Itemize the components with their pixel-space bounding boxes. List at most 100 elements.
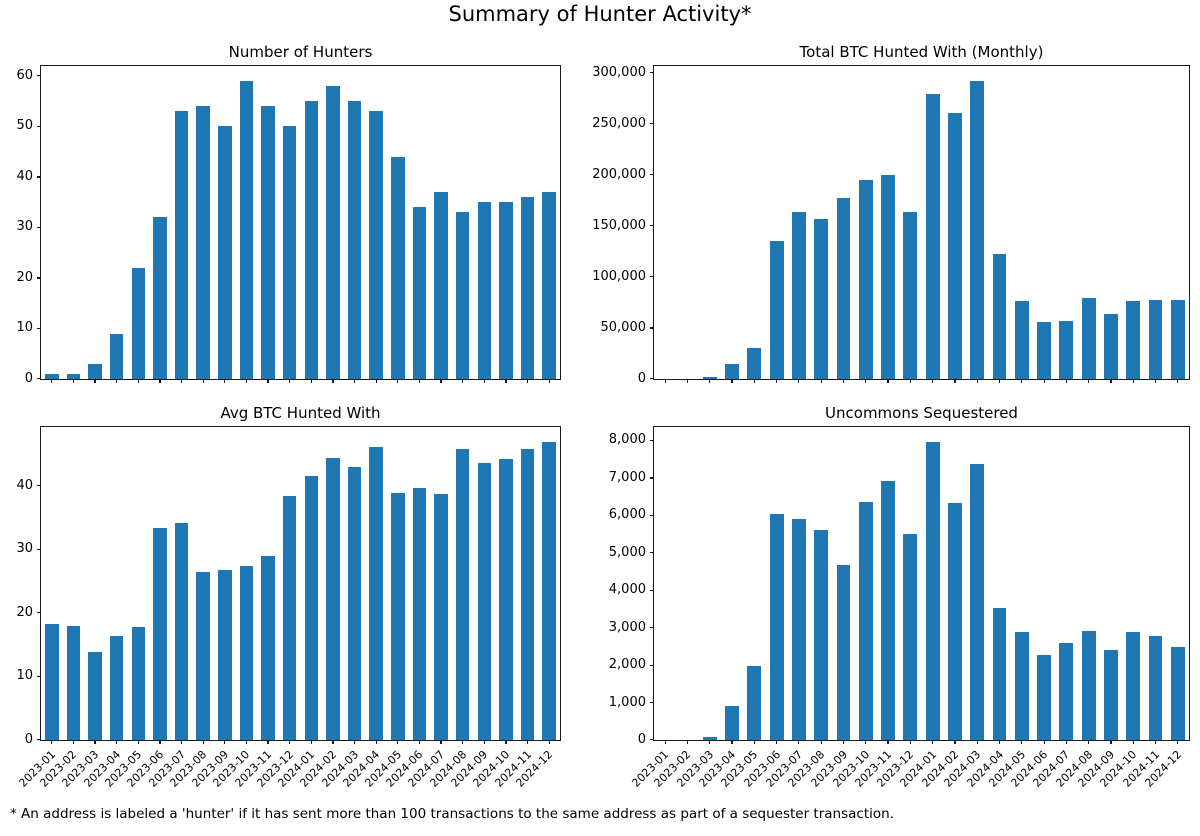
bar-2024-10 [1126, 300, 1141, 379]
bar-2024-04 [992, 253, 1007, 379]
x-tick-mark [289, 740, 291, 744]
bar-2023-08 [196, 572, 210, 740]
bar-2023-08 [814, 219, 829, 379]
x-tick-mark [1088, 740, 1090, 744]
y-tick-label: 5,000 [608, 544, 646, 560]
bar-2024-05 [391, 156, 405, 379]
bar-2024-12 [542, 192, 556, 379]
y-tick-label: 30 [16, 219, 33, 235]
x-tick-mark [310, 379, 312, 383]
bar-2024-05 [1014, 631, 1029, 740]
x-tick-mark [1065, 740, 1067, 744]
bar-2023-03 [88, 363, 102, 379]
y-tick-mark [650, 123, 654, 125]
x-tick-mark [462, 740, 464, 744]
bar-2023-08 [196, 106, 210, 379]
bar-2024-06 [1037, 322, 1051, 379]
y-tick-label: 10 [16, 320, 33, 336]
bar-2023-11 [881, 480, 895, 740]
x-tick-mark [202, 740, 204, 744]
x-tick-mark [353, 379, 356, 383]
x-tick-mark [375, 740, 377, 744]
bar-2024-11 [1148, 299, 1163, 379]
x-tick-mark [526, 740, 529, 744]
bar-2023-07 [174, 111, 189, 379]
bar-2024-01 [304, 101, 318, 379]
x-tick-mark [72, 379, 75, 383]
bar-2024-06 [412, 488, 427, 740]
chart-title: Uncommons Sequestered [825, 404, 1018, 422]
y-tick-mark [650, 174, 654, 176]
bar-2024-10 [1126, 631, 1141, 740]
y-tick-label: 1,000 [608, 694, 646, 710]
bar-2023-05 [131, 267, 145, 379]
y-tick-mark [650, 514, 654, 516]
y-tick-mark [37, 176, 41, 178]
bar-2023-05 [747, 665, 762, 740]
y-tick-mark [37, 548, 41, 550]
y-tick-mark [650, 589, 654, 591]
bar-2023-04 [109, 333, 124, 379]
x-tick-mark [954, 740, 956, 744]
x-tick-mark [94, 379, 96, 383]
x-tick-mark [842, 740, 845, 744]
x-tick-mark [776, 379, 778, 383]
x-tick-mark [686, 740, 689, 744]
x-tick-mark [731, 379, 733, 383]
y-tick-label: 10 [16, 668, 33, 684]
bar-2023-09 [836, 565, 851, 740]
x-tick-mark [440, 379, 442, 383]
x-tick-mark [1110, 379, 1112, 383]
x-tick-mark [505, 379, 507, 383]
y-tick-mark [37, 377, 41, 379]
y-tick-label: 4,000 [608, 582, 646, 598]
x-tick-mark [709, 379, 711, 383]
bar-2024-07 [434, 192, 448, 379]
chart-uncommons-sequestered: Uncommons Sequestered 0 1,000 2,000 3,000 4,0… [609, 404, 1190, 790]
bar-2024-05 [391, 493, 405, 740]
x-tick-mark [1021, 740, 1023, 744]
bar-2023-02 [66, 373, 81, 379]
x-tick-mark [820, 379, 822, 383]
x-tick-mark [798, 740, 800, 744]
bar-2023-11 [881, 175, 895, 379]
bar-2024-09 [1104, 650, 1118, 740]
bar-2023-03 [702, 737, 717, 740]
bar-2024-02 [326, 85, 340, 379]
x-tick-mark [1154, 379, 1157, 383]
x-tick-mark [418, 740, 421, 744]
x-tick-mark [332, 379, 334, 383]
x-tick-mark [116, 740, 118, 744]
x-tick-mark [753, 379, 755, 383]
y-tick-mark [650, 439, 654, 442]
x-tick-mark [245, 740, 248, 744]
x-tick-mark [1043, 740, 1045, 744]
bar-2024-08 [455, 212, 470, 379]
x-tick-mark [954, 379, 956, 383]
bar-2023-03 [702, 377, 717, 379]
y-tick-mark [650, 738, 654, 740]
bar-2023-12 [282, 126, 297, 379]
y-tick-mark [37, 277, 41, 279]
chart-title: Number of Hunters [228, 43, 373, 61]
x-tick-mark [51, 379, 53, 383]
bar-2023-03 [88, 652, 102, 740]
x-tick-mark [753, 740, 755, 744]
bar-2023-07 [174, 523, 189, 740]
x-tick-mark [72, 740, 75, 744]
x-tick-mark [548, 740, 550, 744]
bar-2024-02 [948, 112, 962, 379]
bar-2024-11 [1148, 635, 1163, 740]
bar-2023-09 [218, 126, 232, 379]
y-tick-label: 7,000 [608, 469, 646, 485]
y-tick-label: 0 [637, 371, 646, 386]
bar-2023-01 [45, 623, 59, 740]
bar-2023-10 [239, 80, 254, 379]
x-tick-mark [397, 379, 399, 383]
x-tick-mark [526, 379, 529, 383]
chart-avg-btc-hunted-with: Avg BTC Hunted With 0 10 20 30 40 2023-01 2023-… [16, 404, 561, 790]
x-tick-mark [1132, 740, 1134, 744]
y-tick-label: 300,000 [592, 64, 646, 80]
x-tick-mark [1065, 379, 1067, 383]
bar-2024-11 [520, 449, 535, 740]
